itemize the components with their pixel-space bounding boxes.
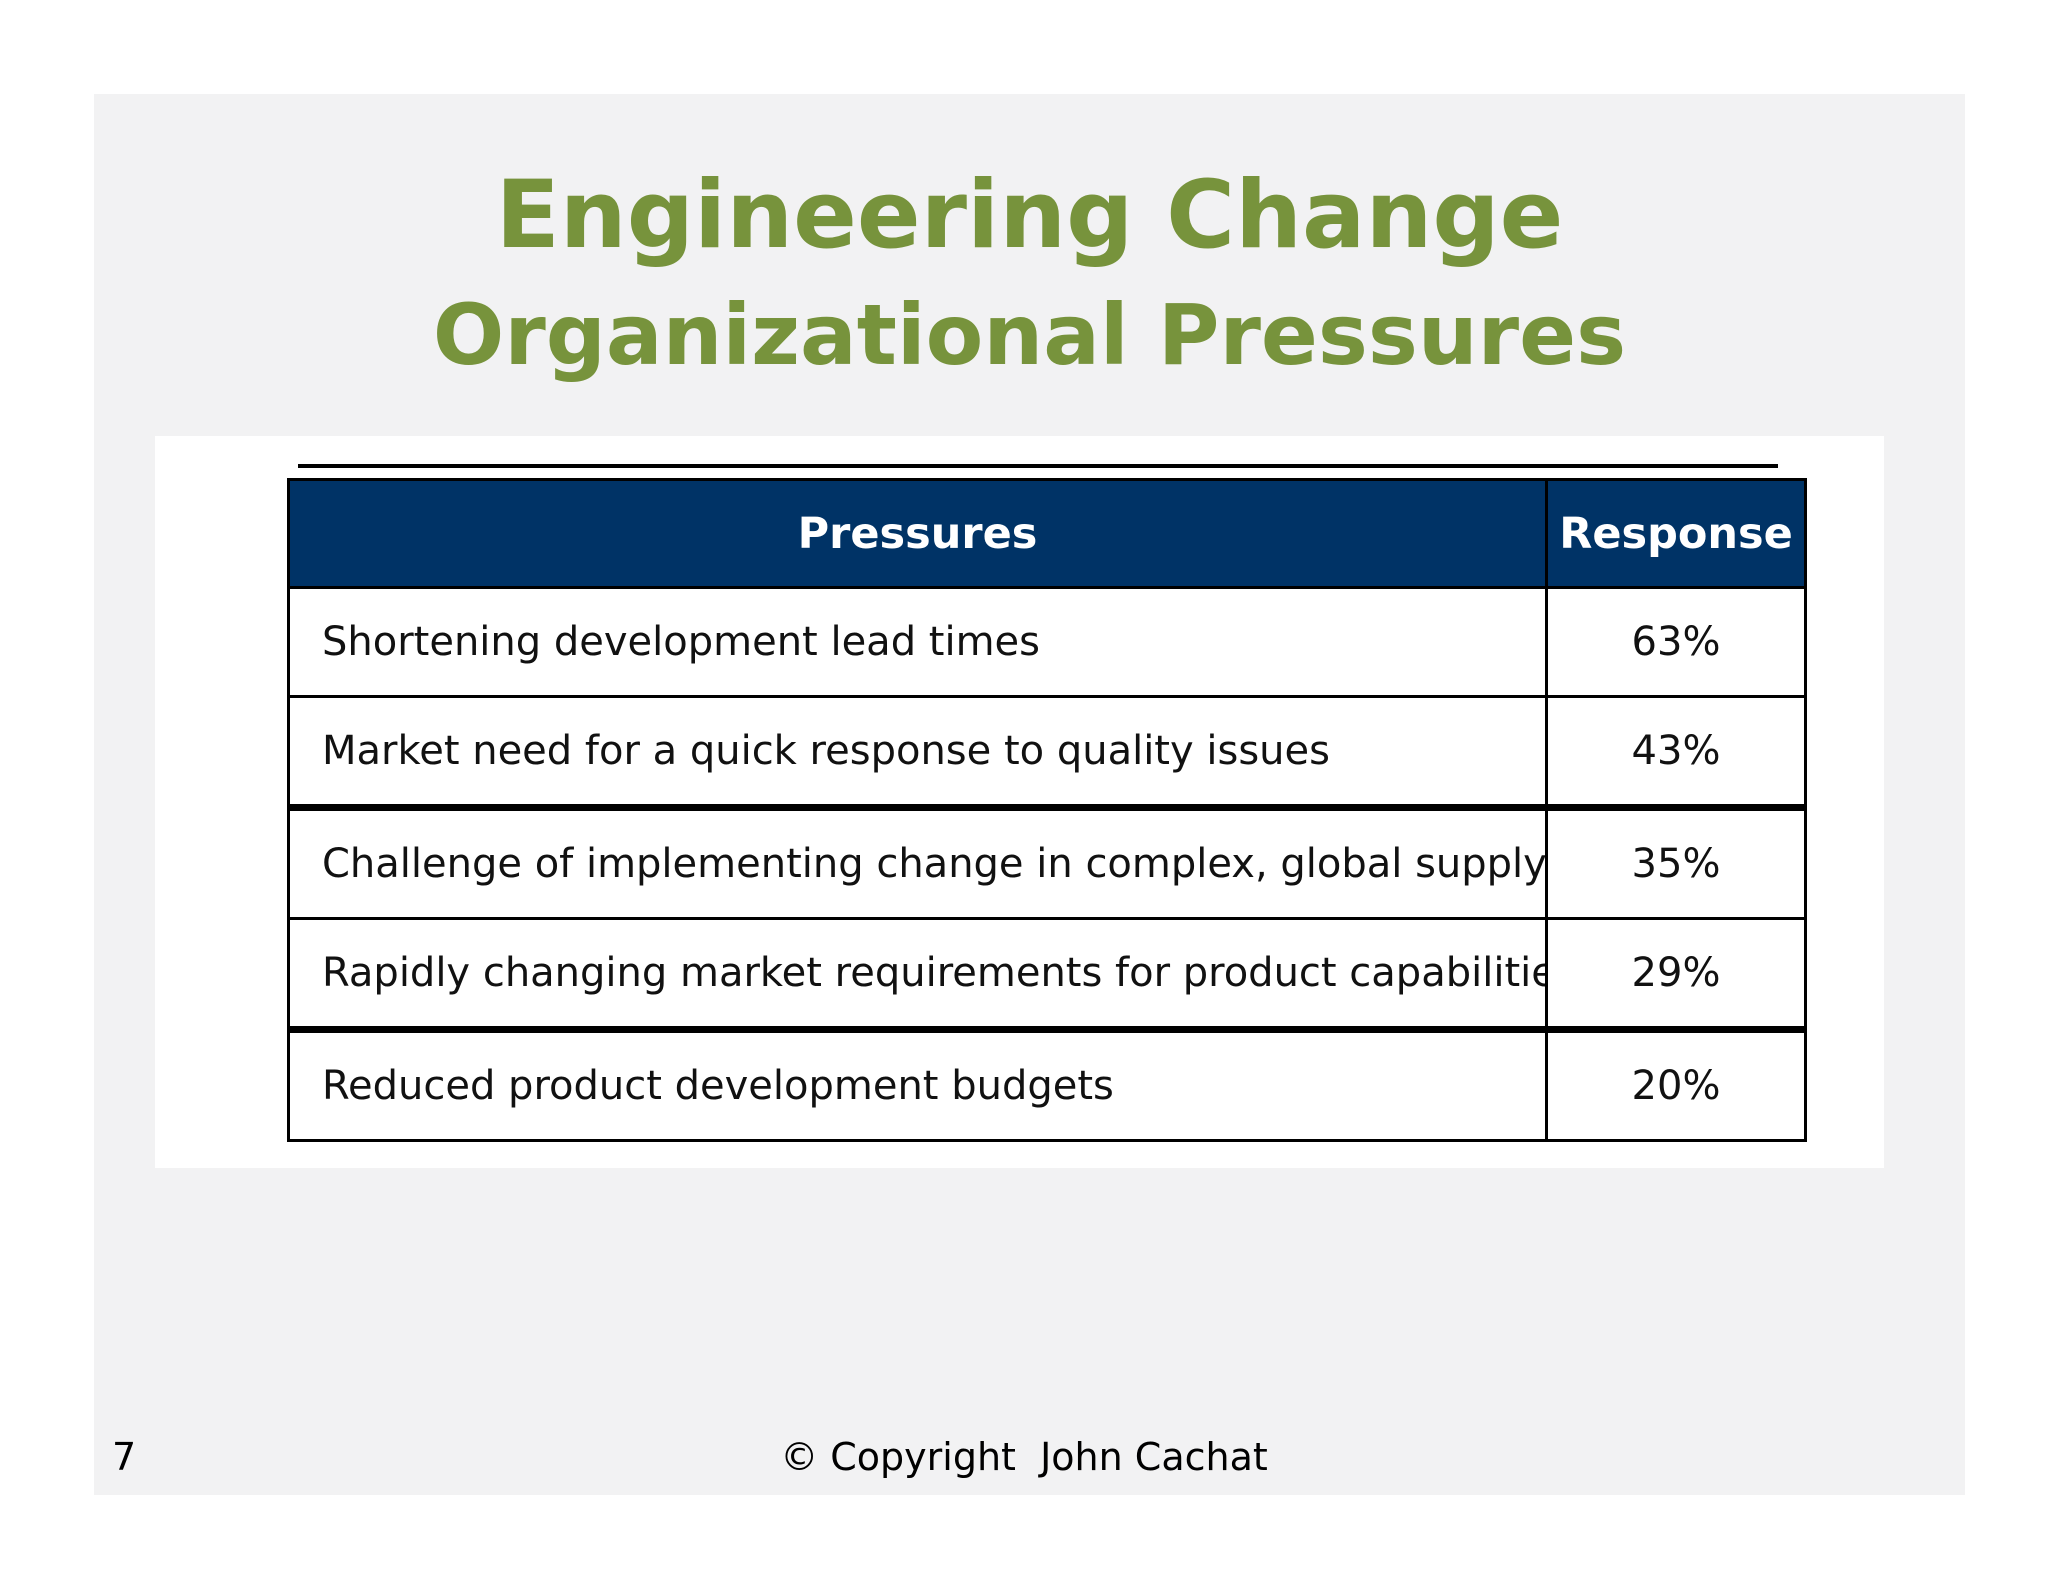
copyright-notice: © Copyright John Cachat [780,1435,1268,1479]
pressure-cell: Rapidly changing market requirements for… [287,917,1548,1031]
table-row: Rapidly changing market requirements for… [287,917,1807,1031]
table-row: Challenge of implementing change in comp… [287,804,1807,920]
table-row: Market need for a quick response to qual… [287,695,1807,809]
response-cell: 20% [1545,1026,1807,1142]
pressure-cell: Challenge of implementing change in comp… [287,804,1548,920]
slide-title: Engineering Change [495,161,1564,270]
table-row: Reduced product development budgets 20% [287,1026,1807,1142]
table-header-row: Pressures Response [287,478,1807,589]
header-response: Response [1545,478,1807,589]
pressures-table: Pressures Response Shortening developmen… [287,478,1807,1142]
pressure-cell: Shortening development lead times [287,586,1548,698]
page-number: 7 [112,1435,137,1479]
table-panel: Pressures Response Shortening developmen… [155,436,1884,1168]
response-cell: 43% [1545,695,1807,809]
header-pressures: Pressures [287,478,1548,589]
slide: Engineering Change Organizational Pressu… [94,94,1965,1495]
response-cell: 35% [1545,804,1807,920]
pressure-cell: Market need for a quick response to qual… [287,695,1548,809]
table-row: Shortening development lead times 63% [287,586,1807,698]
slide-subtitle: Organizational Pressures [432,286,1627,384]
response-cell: 29% [1545,917,1807,1031]
response-cell: 63% [1545,586,1807,698]
table-top-rule [298,464,1778,468]
pressure-cell: Reduced product development budgets [287,1026,1548,1142]
